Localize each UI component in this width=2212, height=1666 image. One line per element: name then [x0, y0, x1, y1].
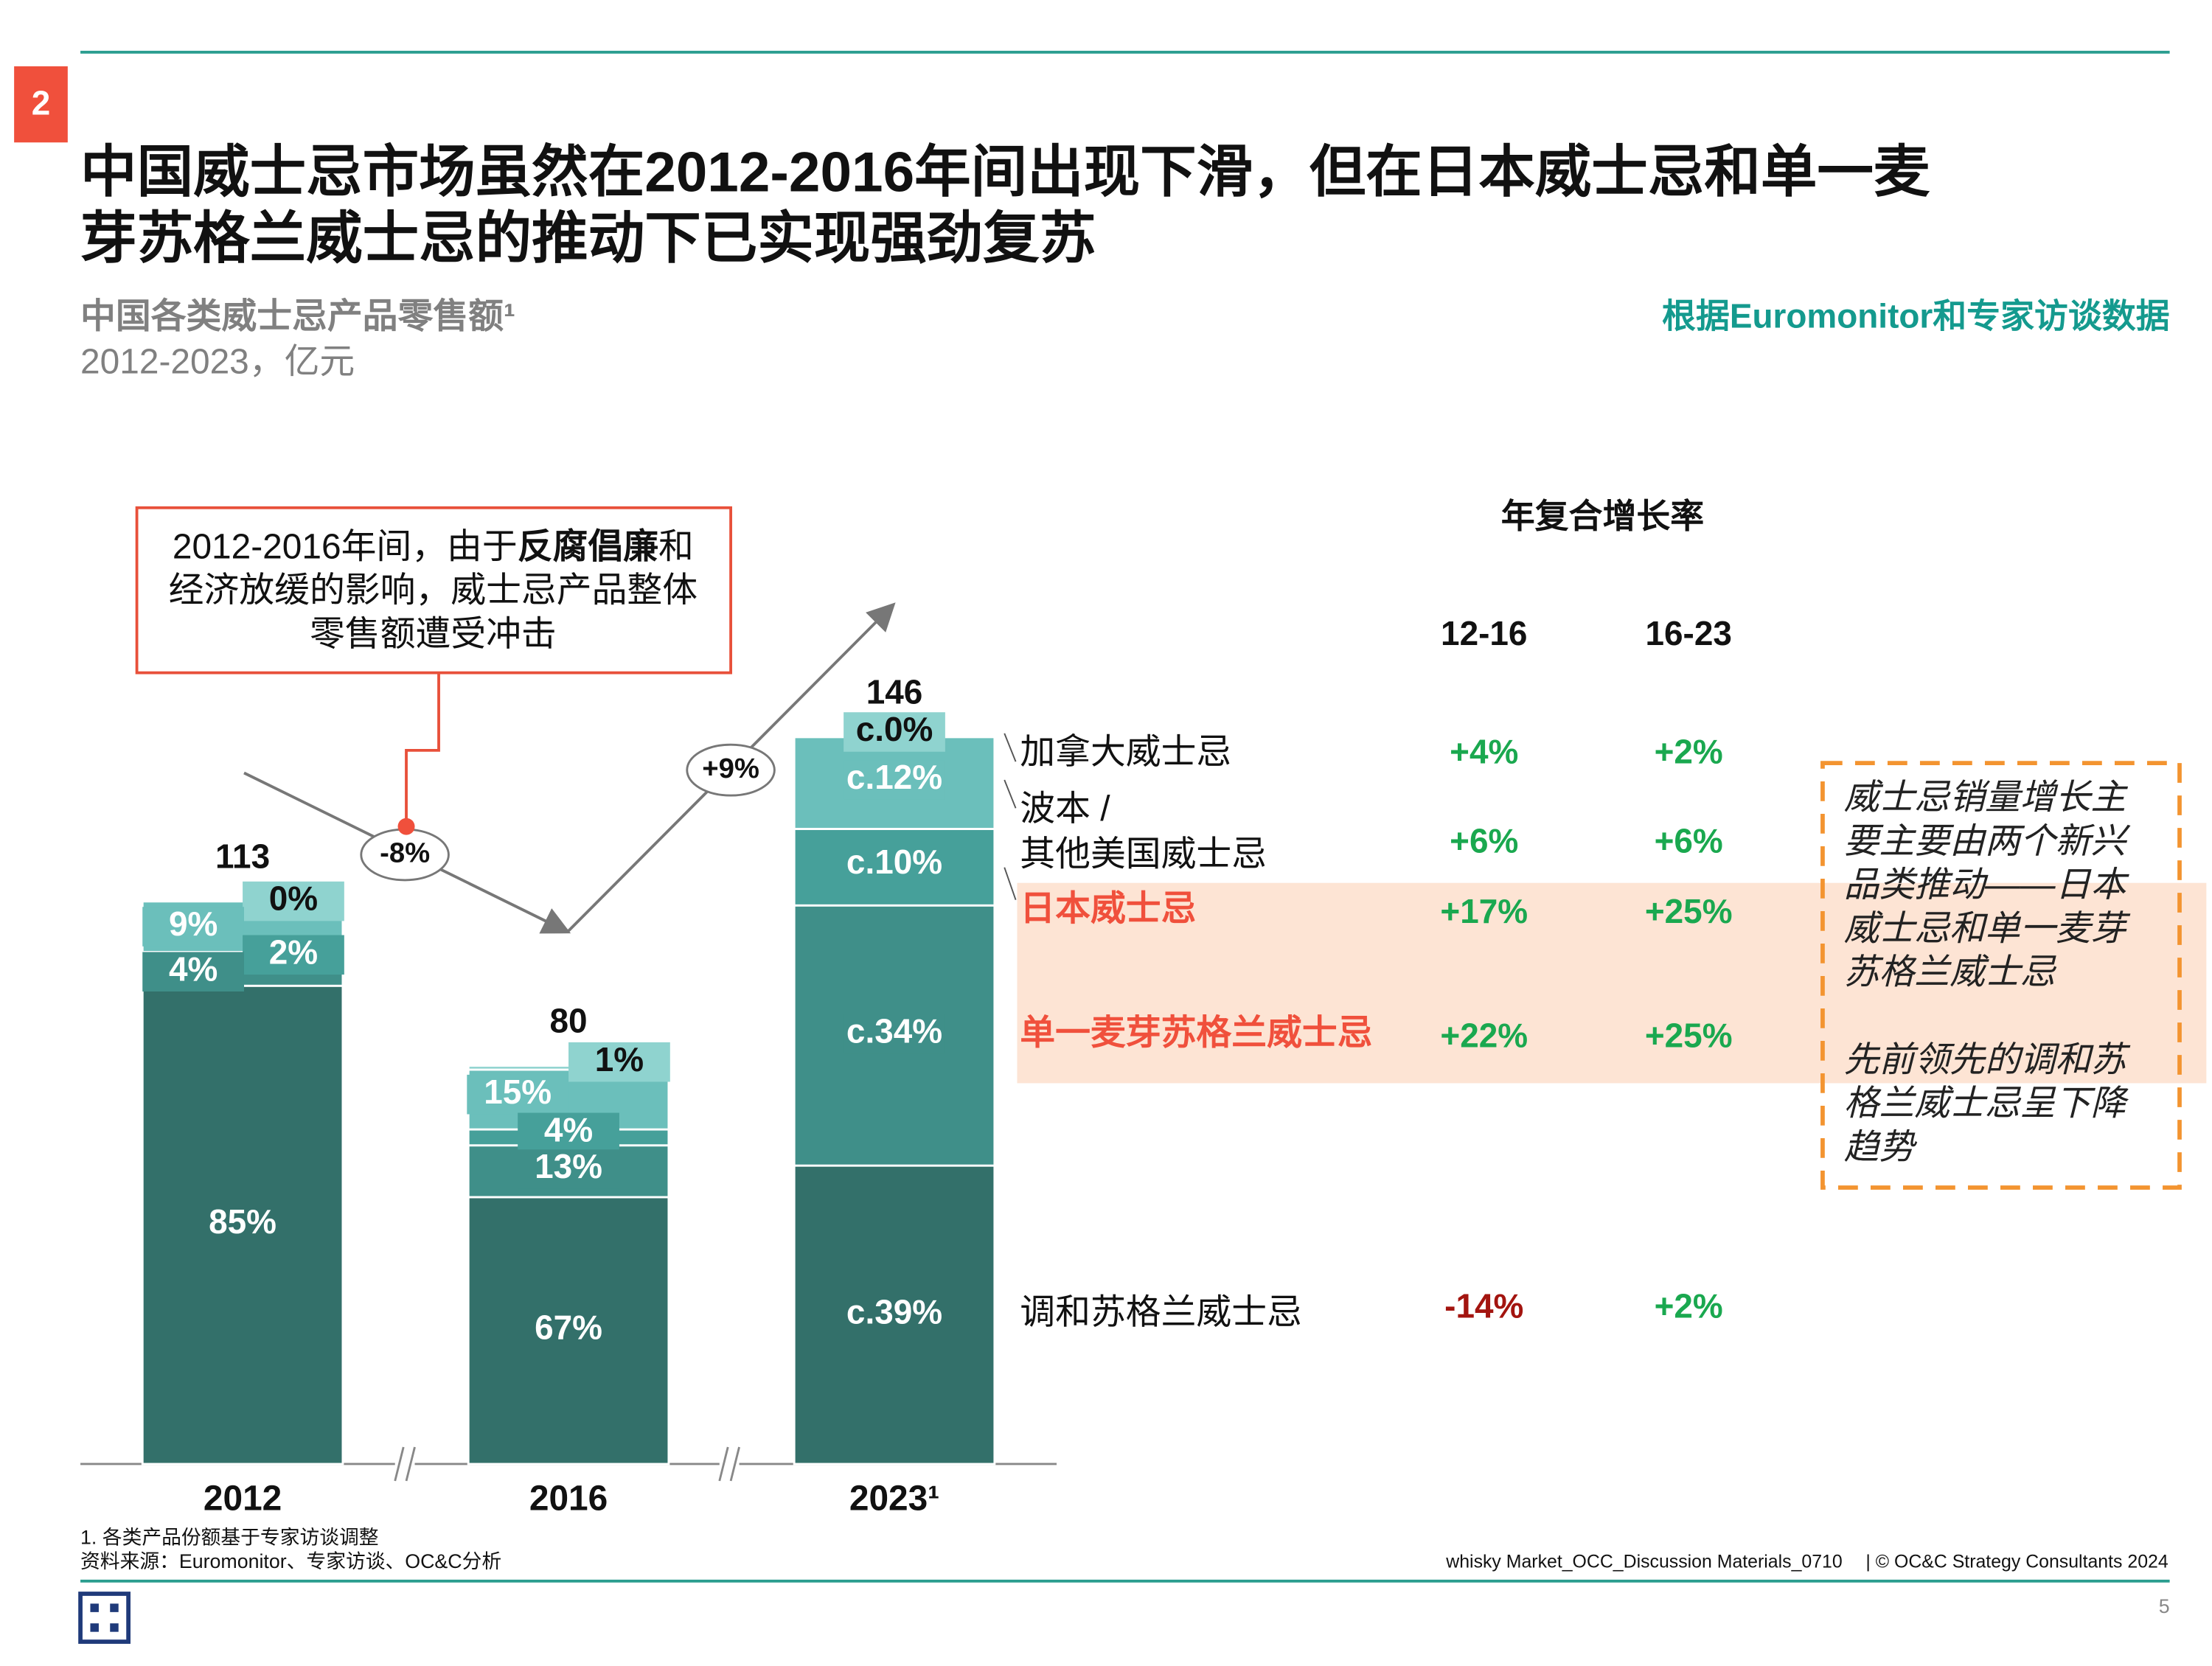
- trend-label: -8%: [380, 837, 430, 869]
- label-box: [844, 760, 945, 800]
- callout-text: 零售额遭受冲击: [310, 615, 557, 654]
- data-label: 67%: [535, 1308, 602, 1346]
- bar-total: 146: [866, 673, 923, 711]
- title-line: 芽苏格兰威士忌的推动下已实现强劲复苏: [80, 207, 1096, 270]
- cagr-cell: +22%: [1440, 1016, 1528, 1054]
- cagr-column: 12-16: [1441, 614, 1527, 652]
- badge-box: [14, 66, 68, 143]
- callout-box: [135, 506, 732, 675]
- label-box: [142, 952, 244, 992]
- x-tick-label: 2023¹: [849, 1479, 939, 1518]
- label-box: [518, 1112, 619, 1153]
- data-label: 13%: [535, 1147, 602, 1185]
- source-tag: 根据Euromonitor和专家访谈数据: [1662, 297, 2170, 335]
- note-line: 趋势: [1844, 1128, 1918, 1167]
- label-box: [844, 712, 945, 752]
- data-label: 4%: [544, 1110, 593, 1149]
- legend-label: 日本威士忌: [1020, 890, 1196, 929]
- label-box: [568, 1042, 670, 1082]
- legend-label: 波本 / 其他美国威士忌: [1020, 790, 1267, 874]
- legend-label: 单一麦芽苏格兰威士忌: [1020, 1014, 1372, 1053]
- data-label: 15%: [484, 1073, 552, 1111]
- cagr-column: 16-23: [1645, 614, 1731, 652]
- bar-segment: [467, 1196, 670, 1465]
- x-tick-label: 2016: [529, 1479, 608, 1518]
- callout-part: 经济放缓的影响，威士忌产品整体: [169, 571, 698, 610]
- subtitle: 中国各类威士忌产品零售额¹: [80, 297, 515, 336]
- cagr-title: 年复合增长率: [1501, 497, 1704, 535]
- x-tick-label: 2012: [204, 1479, 282, 1518]
- label-box: [142, 907, 244, 947]
- footnote: 1. 各类产品份额基于专家访谈调整: [80, 1526, 378, 1548]
- callout-part: 和: [658, 527, 694, 566]
- title-line: 中国威士忌市场虽然在2012-2016年间出现下滑，但在日本威士忌和单一麦: [80, 141, 1930, 203]
- cagr-cell: +6%: [1655, 821, 1723, 860]
- callout-part: 零售额遭受冲击: [310, 615, 557, 654]
- bar-total: 113: [215, 837, 270, 876]
- note-line: 先前领先的调和苏: [1844, 1040, 2131, 1079]
- footer-doc: whisky Market_OCC_Discussion Materials_0…: [1445, 1551, 1842, 1572]
- cagr-cell: +17%: [1440, 892, 1528, 930]
- data-label: 2%: [269, 933, 318, 971]
- legend-leaders: [1004, 733, 1017, 900]
- label-box: [467, 1074, 569, 1115]
- cagr-cell: +6%: [1450, 821, 1518, 860]
- label-box: [243, 881, 344, 921]
- data-label: 9%: [169, 905, 218, 943]
- axis-breaks: [394, 1446, 740, 1482]
- legend-label: 加拿大威士忌: [1020, 733, 1231, 772]
- footnote: 资料来源：Euromonitor、专家访谈、OC&C分析: [80, 1550, 501, 1572]
- callout-dot: [397, 818, 415, 835]
- badge: 2: [32, 84, 51, 122]
- data-label: c.0%: [856, 710, 933, 748]
- bar-total: 80: [550, 1001, 588, 1039]
- logo: [78, 1592, 131, 1644]
- note-box: [1820, 761, 2182, 1190]
- data-label: 85%: [209, 1202, 276, 1241]
- trend-label: +9%: [702, 753, 759, 784]
- legend-label: 调和苏格兰威士忌: [1020, 1293, 1302, 1332]
- note-line: 威士忌和单一麦芽: [1844, 909, 2131, 948]
- footer-copy: | © OC&C Strategy Consultants 2024: [1865, 1551, 2168, 1572]
- cagr-cell: +2%: [1655, 733, 1723, 771]
- note-line: 苏格兰威士忌: [1844, 953, 2057, 992]
- data-label: c.34%: [846, 1012, 942, 1050]
- callout-part: 2012-2016年间，由于: [173, 527, 518, 566]
- bar-segment: [141, 984, 344, 1465]
- label-box: [844, 1014, 945, 1054]
- label-box: [844, 845, 945, 885]
- cagr-cell: +25%: [1645, 892, 1733, 930]
- data-label: 4%: [169, 949, 218, 988]
- legend-line: 其他美国威士忌: [1020, 834, 1267, 874]
- label-box: [243, 935, 344, 975]
- cagr-cell: +2%: [1655, 1287, 1723, 1325]
- trend-bubble: [686, 743, 776, 797]
- data-label: c.12%: [846, 758, 942, 796]
- unit: 2012-2023，亿元: [80, 342, 355, 381]
- page-number: 5: [2159, 1595, 2170, 1617]
- note-line: 要主要由两个新兴: [1844, 822, 2131, 861]
- callout-leader: [405, 672, 440, 827]
- data-label: c.39%: [846, 1292, 942, 1331]
- label-box: [518, 1149, 619, 1189]
- data-label: c.10%: [846, 843, 942, 881]
- data-label: 0%: [269, 879, 318, 918]
- note-line: 品类推动——日本: [1844, 865, 2130, 905]
- highlight-band: [1017, 882, 2207, 1084]
- cagr-cell: +4%: [1450, 733, 1518, 771]
- callout-text: 2012-2016年间，由于反腐倡廉和: [173, 527, 694, 566]
- legend-line: 波本 /: [1020, 790, 1110, 829]
- callout-text: 经济放缓的影响，威士忌产品整体: [169, 571, 698, 610]
- callout-part: 反腐倡廉: [518, 527, 658, 566]
- cagr-cell: -14%: [1444, 1287, 1523, 1325]
- note-line: 威士忌销量增长主: [1844, 778, 2129, 817]
- data-label: 1%: [595, 1040, 644, 1078]
- note-line: 格兰威士忌呈下降: [1844, 1084, 2129, 1123]
- bar-segment: [793, 1164, 996, 1465]
- cagr-cell: +25%: [1645, 1016, 1733, 1054]
